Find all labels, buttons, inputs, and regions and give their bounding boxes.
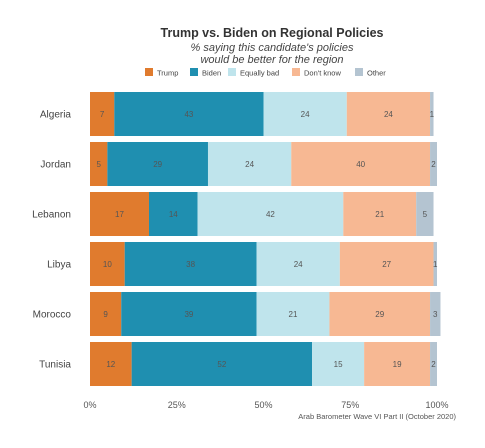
legend-swatch-biden <box>190 68 198 76</box>
data-label-morocco-trump: 9 <box>103 310 108 319</box>
category-label-jordan: Jordan <box>40 160 71 171</box>
legend-label-biden: Biden <box>202 69 221 78</box>
bar-jordan-trump <box>90 142 108 186</box>
legend-label-equally-bad: Equally bad <box>240 69 279 78</box>
chart-title: Trump vs. Biden on Regional Policies <box>161 26 384 40</box>
data-label-algeria-trump: 7 <box>100 110 105 119</box>
bar-algeria-biden <box>114 92 264 136</box>
bar-morocco-biden <box>121 292 257 336</box>
chart-subtitle-line-1: % saying this candidate's policies <box>191 42 354 54</box>
data-label-algeria-biden: 43 <box>184 110 193 119</box>
bar-algeria-trump <box>90 92 115 136</box>
bar-jordan-equally-bad <box>207 142 292 186</box>
bar-libya-trump <box>90 242 125 286</box>
x-tick-label-0: 0% <box>83 400 96 410</box>
category-label-algeria: Algeria <box>40 110 72 121</box>
bar-lebanon-biden <box>148 192 198 236</box>
bar-tunisia-other <box>430 342 437 386</box>
bar-morocco-trump <box>90 292 122 336</box>
bar-lebanon-other <box>416 192 434 236</box>
bar-algeria-other <box>430 92 434 136</box>
x-axis-ticks: 0% 25% 50% 75% 100% <box>83 400 448 410</box>
data-label-jordan-other: 2 <box>431 160 436 169</box>
bar-tunisia-trump <box>90 342 132 386</box>
data-label-tunisia-other: 2 <box>431 360 436 369</box>
data-label-lebanon-don-t-know: 21 <box>375 210 384 219</box>
bar-tunisia-equally-bad <box>312 342 365 386</box>
category-labels: Algeria Jordan Lebanon Libya Morocco Tunisia <box>32 110 71 371</box>
data-label-tunisia-biden: 52 <box>217 360 226 369</box>
data-label-libya-trump: 10 <box>103 260 112 269</box>
bar-libya-biden <box>124 242 257 286</box>
legend-swatch-trump <box>145 68 153 76</box>
data-label-tunisia-equally-bad: 15 <box>334 360 343 369</box>
data-label-tunisia-trump: 12 <box>106 360 115 369</box>
data-label-lebanon-trump: 17 <box>115 210 124 219</box>
data-label-libya-biden: 38 <box>186 260 195 269</box>
legend-label-trump: Trump <box>157 69 178 78</box>
source-note: Arab Barometer Wave VI Part II (October … <box>298 412 456 421</box>
bar-algeria-don-t-know <box>346 92 431 136</box>
legend-label-other: Other <box>367 69 386 78</box>
x-tick-label-4: 100% <box>425 400 448 410</box>
legend-swatch-other <box>355 68 363 76</box>
data-label-libya-equally-bad: 24 <box>294 260 303 269</box>
data-label-jordan-equally-bad: 24 <box>245 160 254 169</box>
chart-subtitle-line-2: would be better for the region <box>200 54 343 66</box>
data-label-morocco-biden: 39 <box>184 310 193 319</box>
category-label-libya: Libya <box>47 260 71 271</box>
bar-morocco-equally-bad <box>256 292 330 336</box>
category-label-lebanon: Lebanon <box>32 210 71 221</box>
data-label-libya-don-t-know: 27 <box>382 260 391 269</box>
category-label-tunisia: Tunisia <box>39 360 71 371</box>
data-label-morocco-other: 3 <box>433 310 438 319</box>
bar-libya-don-t-know <box>339 242 434 286</box>
category-label-morocco: Morocco <box>33 310 72 321</box>
x-tick-label-1: 25% <box>168 400 186 410</box>
legend-swatch-equally-bad <box>228 68 236 76</box>
legend-label-don-t-know: Don't know <box>304 69 341 78</box>
data-label-tunisia-don-t-know: 19 <box>393 360 402 369</box>
data-label-morocco-equally-bad: 21 <box>289 310 298 319</box>
bar-lebanon-don-t-know <box>343 192 417 236</box>
bar-morocco-don-t-know <box>329 292 431 336</box>
data-label-jordan-don-t-know: 40 <box>356 160 365 169</box>
bar-algeria-equally-bad <box>263 92 347 136</box>
bar-libya-other <box>433 242 437 286</box>
bars: 7 43 24 24 15 29 24 40 217 14 42 21 510 38 24 27 19 39 21 2… <box>90 92 441 386</box>
bar-lebanon-trump <box>90 192 149 236</box>
data-label-algeria-don-t-know: 24 <box>384 110 393 119</box>
x-tick-label-2: 50% <box>254 400 272 410</box>
data-label-morocco-don-t-know: 29 <box>375 310 384 319</box>
data-label-algeria-other: 1 <box>430 110 435 119</box>
x-tick-label-3: 75% <box>341 400 359 410</box>
bar-jordan-biden <box>107 142 208 186</box>
bar-tunisia-don-t-know <box>364 342 431 386</box>
data-label-algeria-equally-bad: 24 <box>301 110 310 119</box>
bar-jordan-don-t-know <box>291 142 431 186</box>
bar-tunisia-biden <box>131 342 313 386</box>
legend: Trump Biden Equally bad Don't know Other <box>145 68 386 78</box>
data-label-lebanon-biden: 14 <box>169 210 178 219</box>
bar-lebanon-equally-bad <box>197 192 344 236</box>
legend-swatch-don-t-know <box>292 68 300 76</box>
data-label-libya-other: 1 <box>433 260 438 269</box>
bar-jordan-other <box>430 142 437 186</box>
bar-libya-equally-bad <box>256 242 340 286</box>
data-label-jordan-trump: 5 <box>96 160 101 169</box>
data-label-jordan-biden: 29 <box>153 160 162 169</box>
bar-morocco-other <box>430 292 441 336</box>
data-label-lebanon-equally-bad: 42 <box>266 210 275 219</box>
data-label-lebanon-other: 5 <box>423 210 428 219</box>
